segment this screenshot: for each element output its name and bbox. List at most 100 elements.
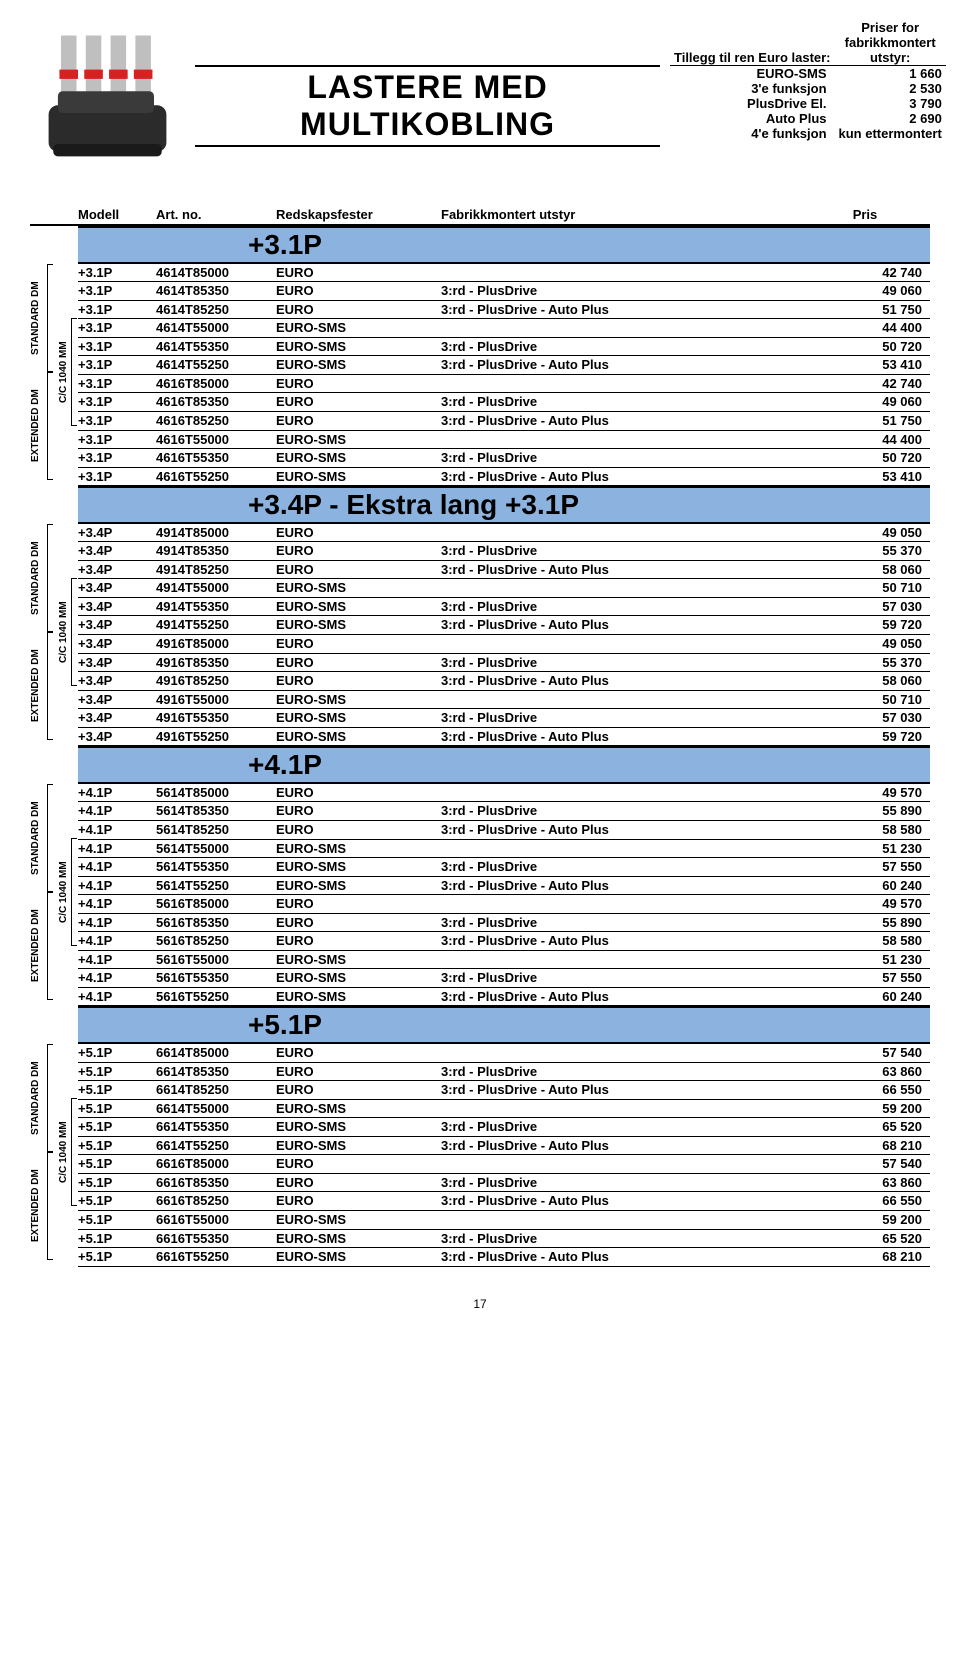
table-row: +3.1P4614T55350EURO-SMS3:rd - PlusDrive5… xyxy=(78,338,930,357)
cell: +4.1P xyxy=(78,895,156,913)
cell: 6614T55250 xyxy=(156,1137,276,1155)
cell: +5.1P xyxy=(78,1081,156,1099)
label-cc: C/C 1040 MM xyxy=(58,578,69,686)
cell: 5616T85350 xyxy=(156,914,276,932)
table-row: +3.4P4916T85350EURO3:rd - PlusDrive55 37… xyxy=(78,654,930,673)
cell: 3:rd - PlusDrive - Auto Plus xyxy=(441,821,800,839)
cell: 66 550 xyxy=(800,1081,930,1099)
table-row: +5.1P6614T85250EURO3:rd - PlusDrive - Au… xyxy=(78,1081,930,1100)
cell: 4916T55350 xyxy=(156,709,276,727)
cell: 49 060 xyxy=(800,393,930,411)
cell: 4914T85250 xyxy=(156,561,276,579)
cell: 51 750 xyxy=(800,301,930,319)
page-title: LASTERE MED MULTIKOBLING xyxy=(195,20,660,147)
cell: 4616T55000 xyxy=(156,431,276,449)
label-cc: C/C 1040 MM xyxy=(58,1098,69,1206)
cell: 59 200 xyxy=(800,1211,930,1229)
cell: 3:rd - PlusDrive - Auto Plus xyxy=(441,1137,800,1155)
cell: 59 200 xyxy=(800,1100,930,1118)
cell: 3:rd - PlusDrive xyxy=(441,598,800,616)
cell: +3.4P xyxy=(78,709,156,727)
col-redskap: Redskapsfester xyxy=(276,207,441,222)
cell: EURO xyxy=(276,895,441,913)
cell: +5.1P xyxy=(78,1118,156,1136)
cell: 3:rd - PlusDrive - Auto Plus xyxy=(441,1248,800,1266)
cell: 49 570 xyxy=(800,784,930,802)
cell: +4.1P xyxy=(78,877,156,895)
cell: 49 060 xyxy=(800,282,930,300)
cell: EURO xyxy=(276,1081,441,1099)
cell xyxy=(441,895,800,913)
table-row: +3.4P4916T85000EURO49 050 xyxy=(78,635,930,654)
cell: 4616T85250 xyxy=(156,412,276,430)
table-row: +5.1P6616T85000EURO57 540 xyxy=(78,1155,930,1174)
cell: 4614T55000 xyxy=(156,319,276,337)
cell: +3.1P xyxy=(78,301,156,319)
table-row: +4.1P5616T85250EURO3:rd - PlusDrive - Au… xyxy=(78,932,930,951)
cell: EURO-SMS xyxy=(276,431,441,449)
cell: +3.1P xyxy=(78,468,156,486)
cell: 42 740 xyxy=(800,375,930,393)
cell: 5616T85250 xyxy=(156,932,276,950)
cell: +3.1P xyxy=(78,282,156,300)
groups-container: +3.1P+3.1P4614T85000EURO42 740+3.1P4614T… xyxy=(30,226,930,1267)
cell: EURO-SMS xyxy=(276,969,441,987)
cell: 68 210 xyxy=(800,1137,930,1155)
table-row: +3.4P4914T55350EURO-SMS3:rd - PlusDrive5… xyxy=(78,598,930,617)
cell: 50 710 xyxy=(800,691,930,709)
cell: 59 720 xyxy=(800,616,930,634)
cell: 3:rd - PlusDrive - Auto Plus xyxy=(441,932,800,950)
cell: 3:rd - PlusDrive - Auto Plus xyxy=(441,728,800,746)
table-row: +3.1P4616T85250EURO3:rd - PlusDrive - Au… xyxy=(78,412,930,431)
cell: 6614T85350 xyxy=(156,1063,276,1081)
cell: 59 720 xyxy=(800,728,930,746)
cell: 63 860 xyxy=(800,1174,930,1192)
cell: +3.4P xyxy=(78,616,156,634)
cell xyxy=(441,319,800,337)
cell: EURO xyxy=(276,932,441,950)
cell xyxy=(441,1044,800,1062)
cell: 66 550 xyxy=(800,1192,930,1210)
cell: 4916T55250 xyxy=(156,728,276,746)
group: +3.4P - Ekstra lang +3.1P+3.4P4914T85000… xyxy=(30,486,930,746)
cell: 3:rd - PlusDrive xyxy=(441,914,800,932)
table-row: +3.4P4916T55250EURO-SMS3:rd - PlusDrive … xyxy=(78,728,930,747)
cell xyxy=(441,840,800,858)
cell: EURO xyxy=(276,412,441,430)
cell xyxy=(441,951,800,969)
cell: 4914T85000 xyxy=(156,524,276,542)
cell: EURO-SMS xyxy=(276,1118,441,1136)
cell: 49 050 xyxy=(800,635,930,653)
cell: 5614T55250 xyxy=(156,877,276,895)
cell: +4.1P xyxy=(78,988,156,1006)
cell: +3.4P xyxy=(78,672,156,690)
cell: 3:rd - PlusDrive xyxy=(441,802,800,820)
side-labels: STANDARD DMEXTENDED DMC/C 1040 MM xyxy=(30,746,78,1006)
cell: +3.1P xyxy=(78,449,156,467)
cell: 4914T55250 xyxy=(156,616,276,634)
cell: +5.1P xyxy=(78,1100,156,1118)
cell: 3:rd - PlusDrive - Auto Plus xyxy=(441,1081,800,1099)
cell: 3:rd - PlusDrive xyxy=(441,654,800,672)
cell: EURO-SMS xyxy=(276,691,441,709)
cell: EURO xyxy=(276,635,441,653)
cell: 3:rd - PlusDrive xyxy=(441,282,800,300)
cell: 6614T85250 xyxy=(156,1081,276,1099)
table-row: +5.1P6614T55250EURO-SMS3:rd - PlusDrive … xyxy=(78,1137,930,1156)
cell: 4916T55000 xyxy=(156,691,276,709)
cell: 63 860 xyxy=(800,1063,930,1081)
cell: +4.1P xyxy=(78,951,156,969)
cell: 3:rd - PlusDrive xyxy=(441,969,800,987)
cell: 65 520 xyxy=(800,1118,930,1136)
table-row: +3.1P4616T55000EURO-SMS44 400 xyxy=(78,431,930,450)
cell: EURO-SMS xyxy=(276,951,441,969)
cell: +3.4P xyxy=(78,579,156,597)
cell: 3:rd - PlusDrive - Auto Plus xyxy=(441,616,800,634)
cell: EURO xyxy=(276,654,441,672)
cell: +3.1P xyxy=(78,264,156,282)
cell: +3.4P xyxy=(78,691,156,709)
cell: +4.1P xyxy=(78,784,156,802)
cell: 4916T85350 xyxy=(156,654,276,672)
side-labels: STANDARD DMEXTENDED DMC/C 1040 MM xyxy=(30,1006,78,1266)
cell: +3.1P xyxy=(78,319,156,337)
